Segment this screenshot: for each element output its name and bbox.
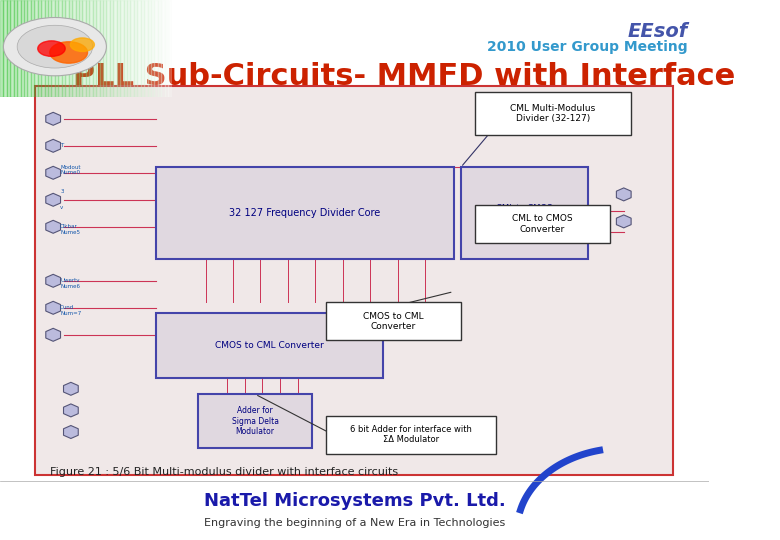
Bar — [106, 0, 110, 97]
Circle shape — [70, 38, 94, 51]
Bar — [120, 0, 123, 97]
Text: Figure 21 : 5/6 Bit Multi-modulus divider with interface circuits: Figure 21 : 5/6 Bit Multi-modulus divide… — [50, 467, 398, 477]
Bar — [127, 0, 130, 97]
Bar — [20, 0, 24, 97]
Bar — [44, 0, 48, 97]
Bar — [27, 0, 31, 97]
Bar — [34, 0, 37, 97]
Bar — [103, 0, 106, 97]
Bar — [140, 0, 144, 97]
Bar — [158, 0, 161, 97]
Bar — [130, 0, 134, 97]
Text: Cund
Num=7: Cund Num=7 — [60, 305, 81, 316]
FancyBboxPatch shape — [326, 302, 461, 340]
Bar — [134, 0, 137, 97]
Bar — [48, 0, 51, 97]
Bar — [37, 0, 41, 97]
Text: 2010 User Group Meeting: 2010 User Group Meeting — [487, 40, 687, 55]
Bar — [41, 0, 44, 97]
Text: Uwertv
Nume6: Uwertv Nume6 — [60, 278, 80, 289]
Bar — [17, 0, 20, 97]
FancyBboxPatch shape — [326, 416, 496, 454]
Bar — [55, 0, 58, 97]
Bar — [3, 0, 7, 97]
Text: T: T — [60, 143, 63, 148]
Bar — [113, 0, 117, 97]
Bar — [66, 0, 69, 97]
Bar — [137, 0, 140, 97]
FancyBboxPatch shape — [461, 167, 588, 259]
Bar — [69, 0, 72, 97]
Circle shape — [50, 42, 87, 63]
Text: NatTel Microsystems Pvt. Ltd.: NatTel Microsystems Pvt. Ltd. — [204, 492, 505, 510]
Bar — [93, 0, 96, 97]
FancyBboxPatch shape — [475, 92, 631, 135]
Text: CMOS to CML
Converter: CMOS to CML Converter — [363, 312, 424, 331]
Bar — [96, 0, 100, 97]
Bar — [14, 0, 17, 97]
Bar — [168, 0, 172, 97]
Bar — [72, 0, 76, 97]
Bar — [165, 0, 168, 97]
Bar — [117, 0, 120, 97]
Text: CMOS to CML Converter: CMOS to CML Converter — [215, 341, 324, 350]
Bar — [144, 0, 147, 97]
Text: 6 bit Adder for interface with
ΣΔ Modulator: 6 bit Adder for interface with ΣΔ Modula… — [350, 425, 472, 444]
Bar — [0, 0, 3, 97]
Bar — [76, 0, 79, 97]
Text: Adder for
Sigma Delta
Modulator: Adder for Sigma Delta Modulator — [232, 406, 278, 436]
Circle shape — [3, 17, 106, 76]
FancyBboxPatch shape — [156, 167, 454, 259]
Text: Clkbar
Nume5: Clkbar Nume5 — [60, 224, 80, 235]
Bar — [86, 0, 89, 97]
Bar — [161, 0, 165, 97]
FancyBboxPatch shape — [35, 86, 673, 475]
Bar — [100, 0, 103, 97]
Bar — [7, 0, 10, 97]
Text: CML to CMOS
Converter: CML to CMOS Converter — [512, 214, 573, 234]
Bar — [151, 0, 154, 97]
FancyBboxPatch shape — [156, 313, 383, 378]
Text: v: v — [60, 205, 63, 211]
Bar — [58, 0, 62, 97]
Circle shape — [37, 41, 66, 56]
Bar — [154, 0, 158, 97]
Bar — [31, 0, 34, 97]
FancyBboxPatch shape — [475, 205, 610, 243]
Bar — [110, 0, 113, 97]
Bar — [62, 0, 66, 97]
Text: 3: 3 — [60, 189, 64, 194]
Text: CML to CMOS
Converter: CML to CMOS Converter — [496, 204, 553, 223]
Text: Modout
Nume0: Modout Nume0 — [60, 165, 81, 176]
Bar — [123, 0, 127, 97]
Bar — [83, 0, 86, 97]
Bar — [10, 0, 14, 97]
Text: Engraving the beginning of a New Era in Technologies: Engraving the beginning of a New Era in … — [204, 518, 505, 528]
Circle shape — [17, 25, 93, 68]
Bar — [147, 0, 151, 97]
Bar — [89, 0, 93, 97]
Bar — [24, 0, 27, 97]
Bar — [79, 0, 83, 97]
Text: CML Multi-Modulus
Divider (32-127): CML Multi-Modulus Divider (32-127) — [510, 104, 595, 123]
Text: PLL Sub-Circuits- MMFD with Interface: PLL Sub-Circuits- MMFD with Interface — [73, 62, 735, 91]
Text: 32 127 Frequency Divider Core: 32 127 Frequency Divider Core — [229, 208, 381, 218]
Text: EEsof: EEsof — [627, 22, 687, 40]
Bar — [51, 0, 55, 97]
FancyBboxPatch shape — [198, 394, 312, 448]
